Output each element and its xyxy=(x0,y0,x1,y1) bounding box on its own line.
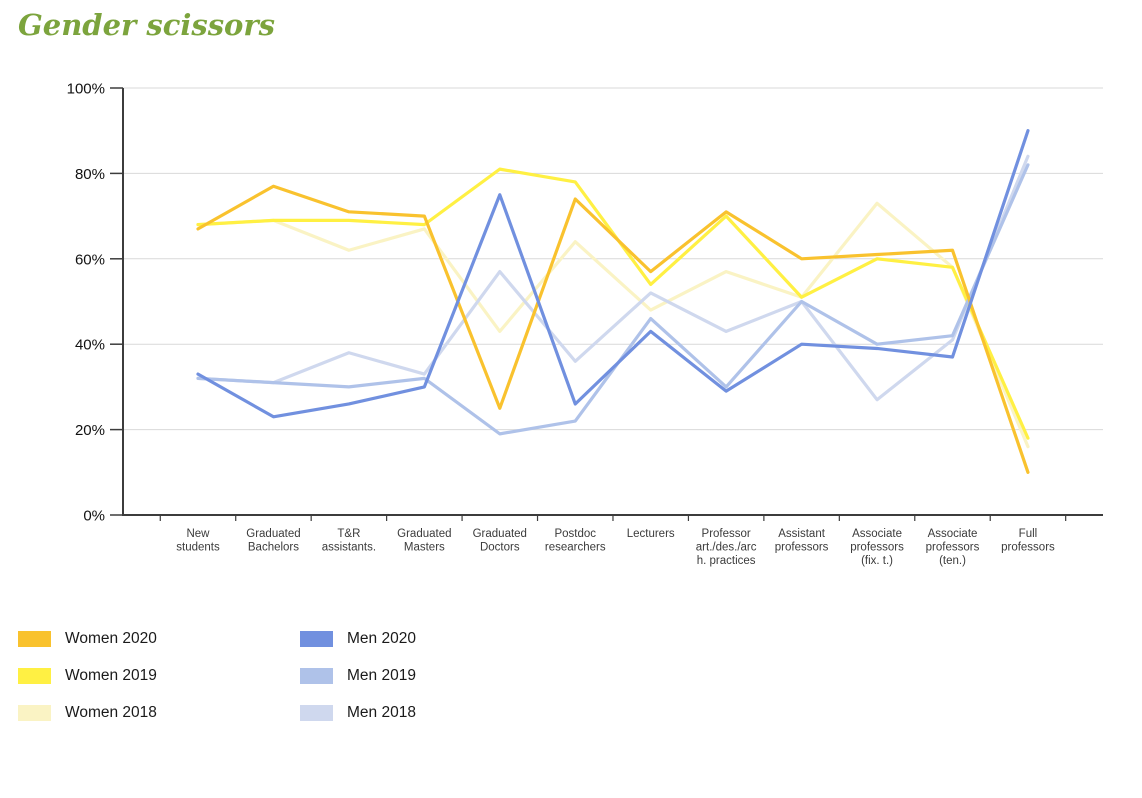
x-category-label: Associate xyxy=(852,528,902,540)
x-category-label: art./des./arc xyxy=(696,542,757,554)
legend-label: Women 2020 xyxy=(65,629,157,647)
legend-swatch xyxy=(18,704,51,721)
x-axis-labels: New students Graduated Bachelors T&R assistan… xyxy=(176,528,1055,567)
legend-item-women-2019: Women 2019 xyxy=(18,657,228,694)
x-category-label: Professor xyxy=(702,528,751,540)
x-category-label: Lecturers xyxy=(627,528,675,540)
series-line-women-2020 xyxy=(196,184,1030,474)
x-category-label: assistants. xyxy=(322,542,376,554)
x-category-label: Postdoc xyxy=(554,528,596,540)
x-category-label: New xyxy=(186,528,210,540)
legend-swatch xyxy=(300,667,333,684)
x-category-label: Bachelors xyxy=(248,542,299,554)
x-category-label: Doctors xyxy=(480,542,520,554)
legend-item-women-2020: Women 2020 xyxy=(18,620,228,657)
x-category-label: researchers xyxy=(545,542,606,554)
page-title: Gender scissors xyxy=(18,8,276,42)
legend-swatch xyxy=(18,667,51,684)
y-tick-label: 80% xyxy=(75,166,105,183)
x-category-label: (ten.) xyxy=(939,555,966,567)
x-category-label: Masters xyxy=(404,542,445,554)
gender-scissors-line-chart: 0% 20% 40% 60% 80% 100% New students Graduated Ba… xyxy=(67,81,1103,567)
y-tick-label: 100% xyxy=(67,81,105,98)
x-category-label: students xyxy=(176,542,220,554)
legend-label: Women 2019 xyxy=(65,666,157,684)
y-tick-label: 60% xyxy=(75,251,105,268)
x-category-label: Full xyxy=(1019,528,1038,540)
x-category-label: T&R xyxy=(337,528,360,540)
series-line-men-2020 xyxy=(196,129,1030,419)
x-category-label: professors xyxy=(850,542,904,554)
y-tick-label: 20% xyxy=(75,422,105,439)
x-category-label: Graduated xyxy=(397,528,451,540)
gridlines xyxy=(123,87,1103,431)
x-category-label: professors xyxy=(1001,542,1055,554)
legend-column: Men 2020 Men 2019 Men 2018 xyxy=(300,620,510,731)
legend-item-women-2018: Women 2018 xyxy=(18,694,228,731)
legend-label: Men 2020 xyxy=(347,629,416,647)
x-category-label: h. practices xyxy=(697,555,756,567)
y-axis: 0% 20% 40% 60% 80% 100% xyxy=(67,81,123,525)
x-category-label: professors xyxy=(926,542,980,554)
legend-swatch xyxy=(18,630,51,647)
series-line-women-2018 xyxy=(196,201,1030,449)
legend-label: Women 2018 xyxy=(65,703,157,721)
x-category-label: Associate xyxy=(928,528,978,540)
x-category-label: Assistant xyxy=(778,528,825,540)
x-category-label: (fix. t.) xyxy=(861,555,893,567)
y-tick-label: 0% xyxy=(83,508,105,525)
series-line-women-2019 xyxy=(196,167,1030,440)
legend-label: Men 2018 xyxy=(347,703,416,721)
legend-column: Women 2020 Women 2019 Women 2018 xyxy=(18,620,228,731)
series-line-men-2019 xyxy=(196,163,1030,436)
x-category-label: Graduated xyxy=(473,528,527,540)
series-line-men-2018 xyxy=(196,154,1030,402)
legend-item-men-2018: Men 2018 xyxy=(300,694,510,731)
x-category-label: professors xyxy=(775,542,829,554)
legend-item-men-2019: Men 2019 xyxy=(300,657,510,694)
y-tick-label: 40% xyxy=(75,337,105,354)
legend-swatch xyxy=(300,630,333,647)
chart-legend: Women 2020 Women 2019 Women 2018 Men 2020 Me… xyxy=(18,620,438,731)
legend-item-men-2020: Men 2020 xyxy=(300,620,510,657)
x-category-label: Graduated xyxy=(246,528,300,540)
legend-swatch xyxy=(300,704,333,721)
legend-label: Men 2019 xyxy=(347,666,416,684)
